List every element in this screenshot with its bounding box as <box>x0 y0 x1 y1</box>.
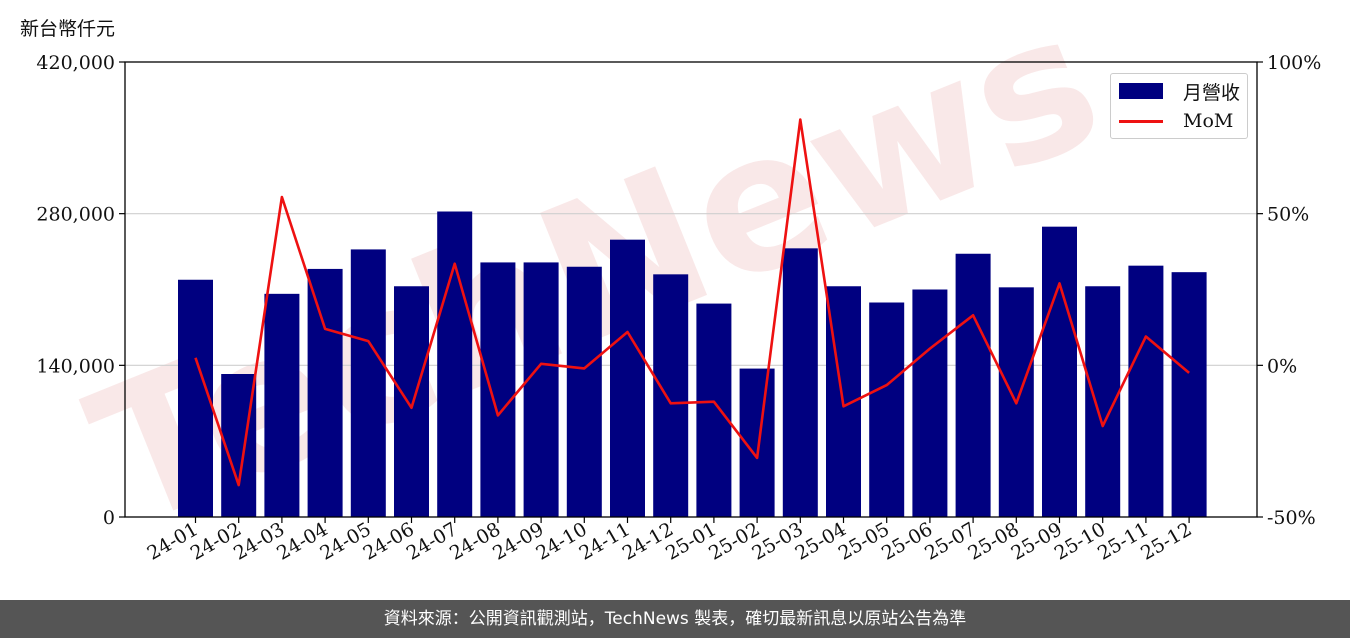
bar <box>221 374 257 517</box>
bar <box>307 268 343 517</box>
bar <box>1171 272 1207 517</box>
legend-label-mom: MoM <box>1183 110 1234 132</box>
bar <box>523 262 559 517</box>
left-tick-label: 420,000 <box>36 52 115 74</box>
right-tick-label: 0% <box>1267 355 1297 377</box>
legend-item-revenue: 月營收 <box>1119 76 1240 106</box>
right-tick-label: 50% <box>1267 204 1309 226</box>
bar <box>264 293 300 517</box>
legend: 月營收 MoM <box>1110 73 1248 139</box>
bar <box>566 266 602 517</box>
chart: TechNews0140,000280,000420,000-50%0%50%1… <box>36 0 1321 570</box>
bar <box>912 289 948 517</box>
footer-source-note: 資料來源：公開資訊觀測站，TechNews 製表，確切最新訊息以原站公告為準 <box>0 600 1350 638</box>
right-tick-label: -50% <box>1267 507 1316 529</box>
bar <box>1042 226 1077 517</box>
mom-line <box>194 118 1190 487</box>
legend-label-revenue: 月營收 <box>1183 81 1241 104</box>
bar <box>437 211 473 517</box>
bar <box>955 253 991 517</box>
left-tick-label: 280,000 <box>36 204 115 226</box>
left-tick-label: 0 <box>103 507 115 529</box>
bar <box>480 262 516 517</box>
bar <box>782 248 818 518</box>
plot-frame <box>124 61 1258 518</box>
unit-label: 新台幣仟元 <box>20 18 116 40</box>
right-tick-label: 100% <box>1267 52 1321 74</box>
bar <box>394 286 429 517</box>
left-tick-label: 140,000 <box>36 355 115 377</box>
bar <box>653 274 689 517</box>
legend-swatch-line <box>1119 119 1163 123</box>
bar <box>178 279 213 517</box>
bar <box>1128 265 1164 517</box>
x-tick-label: 25-12 <box>1137 518 1195 564</box>
bar <box>696 303 732 517</box>
bar <box>350 249 386 517</box>
legend-swatch-bar <box>1119 83 1163 99</box>
legend-item-mom: MoM <box>1119 106 1233 136</box>
bar <box>610 239 645 517</box>
bar <box>869 302 905 517</box>
